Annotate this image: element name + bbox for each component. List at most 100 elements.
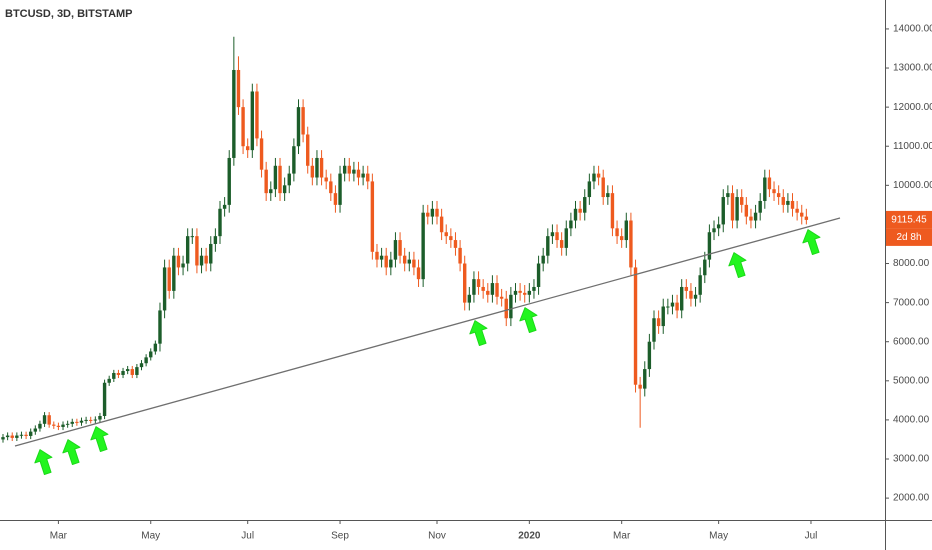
y-tick-label: 6000.00 (893, 336, 930, 347)
candle-body (324, 177, 328, 182)
candle-body (675, 302, 679, 311)
candle-body (426, 212, 430, 217)
candle-body (453, 240, 458, 248)
candle-body (356, 169, 361, 178)
price-label-box (886, 210, 932, 229)
candle-body (550, 232, 555, 237)
candle-body (269, 189, 273, 194)
candle-body (555, 232, 559, 241)
candle-body (698, 275, 702, 295)
candle-body (112, 372, 116, 379)
candle-body (352, 169, 356, 174)
candle-body (559, 240, 564, 248)
x-tick-label: Jul (241, 531, 254, 542)
candle-body (716, 224, 721, 229)
candle-body (241, 107, 245, 147)
candle-body (767, 177, 772, 190)
y-tick-label: 10000.00 (893, 180, 932, 191)
candle-body (232, 69, 236, 158)
candle-body (375, 251, 379, 260)
candle-body (70, 421, 74, 424)
candle-body (125, 369, 130, 372)
candle-body (693, 294, 698, 299)
candle-body (42, 415, 47, 424)
candle-body (536, 263, 541, 287)
candle-body (342, 165, 347, 174)
candle-body (319, 157, 324, 178)
candle-body (370, 181, 375, 252)
candle-body (199, 255, 204, 266)
candle-body (361, 173, 365, 178)
candle-body (656, 318, 661, 327)
candle-body (592, 173, 596, 182)
candle-body (790, 200, 795, 209)
candle-body (162, 267, 167, 311)
candle-body (633, 267, 638, 385)
x-tick-label: Jul (805, 531, 818, 542)
candle-body (564, 228, 568, 248)
candle-body (569, 220, 573, 229)
candle-body (416, 267, 421, 280)
candle-body (79, 420, 84, 423)
candle-body (121, 371, 125, 375)
candle-body (800, 212, 804, 217)
y-tick-label: 11000.00 (893, 141, 932, 152)
candle-body (65, 423, 70, 425)
candle-body (624, 220, 628, 241)
candle-body (158, 310, 162, 344)
candle-body (75, 421, 79, 423)
candle-body (527, 290, 532, 295)
y-tick-label: 7000.00 (893, 297, 930, 308)
candle-body (259, 138, 264, 170)
candle-body (190, 236, 194, 238)
axes: 2000.00 3000.00 4000.00 5000.00 6000.00 7000.… (50, 24, 932, 542)
candle-body (209, 243, 213, 264)
candle-body (541, 255, 545, 264)
candle-body (5, 435, 10, 438)
candle-body (181, 263, 185, 268)
candle-body (753, 212, 758, 221)
candle-body (661, 306, 665, 327)
candle-body (726, 193, 730, 198)
candle-body (167, 267, 171, 291)
candle-body (619, 236, 624, 241)
candle-body (172, 255, 176, 291)
candle-body (638, 384, 642, 389)
candle-body (19, 434, 24, 436)
candle-body (255, 91, 259, 139)
x-tick-label: Mar (613, 531, 631, 542)
countdown: 2d 8h (896, 232, 921, 243)
candle-body (218, 208, 222, 237)
candle-body (495, 283, 499, 297)
candle-body (786, 200, 790, 205)
candle-body (384, 255, 388, 268)
candle-body (56, 425, 61, 427)
candle-body (573, 208, 578, 221)
candle-body (366, 173, 370, 182)
candle-body (781, 197, 785, 205)
candle-body (684, 286, 689, 291)
x-tick-label: May (709, 531, 728, 542)
candle-body (93, 419, 98, 421)
candle-body (301, 107, 305, 135)
candle-body (587, 181, 592, 198)
candle-body (116, 372, 121, 375)
candle-body (615, 228, 619, 237)
x-tick-label: Nov (428, 531, 446, 542)
candle-body (185, 236, 190, 264)
candle-body (486, 290, 490, 295)
candle-body (310, 165, 315, 178)
candle-body (15, 435, 19, 438)
candle-body (282, 185, 287, 194)
candle-body (744, 204, 749, 217)
candle-body (287, 173, 291, 186)
candle-body (379, 255, 384, 260)
price-label: 9115.45 (891, 215, 927, 226)
candle-body (412, 259, 416, 268)
candle-body (421, 212, 425, 280)
candle-body (523, 292, 527, 295)
candle-body (666, 306, 670, 308)
candle-body (24, 434, 28, 436)
candle-body (439, 216, 444, 233)
